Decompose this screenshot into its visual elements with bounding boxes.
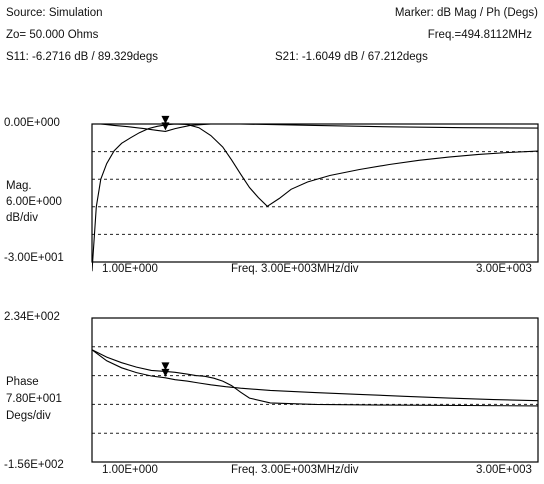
mag-x-end-label: 3.00E+003: [476, 263, 532, 275]
mag-x-axis-label: Freq. 3.00E+003MHz/div: [231, 263, 359, 275]
phase-plot-frame: [91, 317, 539, 463]
impedance-label: Zo= 50.000 Ohms: [6, 29, 99, 41]
mag-y-top-label: 0.00E+000: [4, 117, 60, 129]
phase-trace-2: [92, 349, 538, 402]
s21-readout: S21: -1.6049 dB / 67.212degs: [275, 51, 428, 63]
phase-y-title: Phase: [6, 376, 39, 388]
phase-y-scale: 7.80E+001: [6, 393, 62, 405]
phase-y-top-label: 2.34E+002: [4, 311, 60, 323]
mag-y-bottom-label: -3.00E+001: [4, 252, 64, 264]
s11-readout: S11: -6.2716 dB / 89.329degs: [6, 51, 158, 63]
phase-x-axis-label: Freq. 3.00E+003MHz/div: [231, 464, 359, 476]
phase-marker-1: [161, 362, 170, 371]
mag-trace-2: [92, 124, 538, 132]
phase-y-bottom-label: -1.56E+002: [4, 459, 64, 471]
phase-x-end-label: 3.00E+003: [476, 464, 532, 476]
source-label: Source: Simulation: [6, 7, 103, 19]
marker-format-label: Marker: dB Mag / Ph (Degs): [394, 7, 538, 19]
mag-plot-frame: [91, 123, 539, 263]
phase-trace-1: [92, 349, 538, 407]
mag-y-scale: 6.00E+000: [6, 196, 62, 208]
phase-y-unit: Degs/div: [6, 410, 51, 422]
marker-frequency-readout: Freq.=494.8112MHz: [427, 29, 532, 41]
mag-marker-2: [161, 122, 170, 131]
mag-trace-1: [92, 124, 538, 272]
mag-marker-1: [161, 115, 170, 124]
phase-marker-2: [161, 368, 170, 377]
mag-y-title: Mag.: [6, 180, 32, 192]
phase-x-start-label: 1.00E+000: [102, 464, 158, 476]
mag-y-unit: dB/div: [6, 212, 38, 224]
mag-x-start-label: 1.00E+000: [102, 263, 158, 275]
